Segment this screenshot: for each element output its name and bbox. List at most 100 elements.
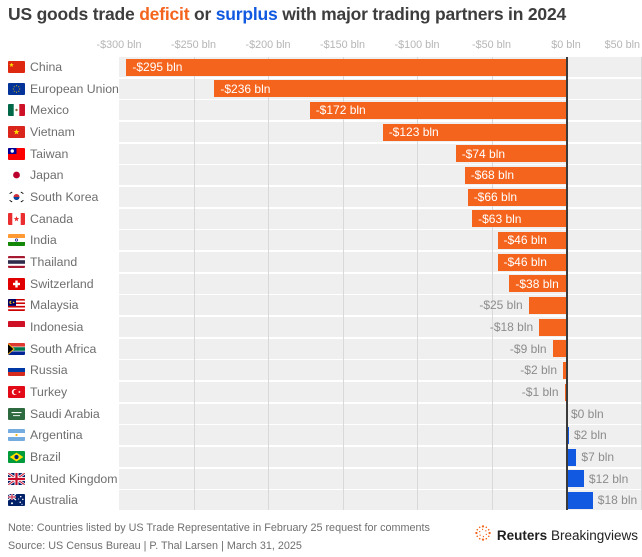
bar-value-label: -$68 bln xyxy=(470,168,515,183)
indonesia-flag-icon xyxy=(8,321,25,333)
deficit-bar xyxy=(528,296,567,314)
bar-value-label: -$38 bln xyxy=(515,276,559,291)
country-label: Australia xyxy=(30,493,78,508)
x-axis-tick-label: -$200 bln xyxy=(245,39,291,51)
row-band xyxy=(119,468,642,489)
country-label: Indonesia xyxy=(30,320,84,334)
surplus-bar xyxy=(566,470,584,488)
x-axis-tick-label: -$300 bln xyxy=(96,39,142,51)
india-flag-icon xyxy=(8,234,25,247)
deficit-bar xyxy=(464,166,566,184)
bar-value-label: -$46 bln xyxy=(503,255,547,269)
country-label: Malaysia xyxy=(30,298,79,313)
deficit-bar xyxy=(382,123,566,141)
surplus-bar xyxy=(566,491,593,509)
bar-value-label: -$9 bln xyxy=(509,341,547,356)
bar-value-label: -$18 bln xyxy=(489,320,534,334)
row-band xyxy=(119,403,642,424)
deficit-bar xyxy=(539,318,566,336)
bar-value-label: -$236 bln xyxy=(220,81,271,96)
x-axis-tick-label: -$250 bln xyxy=(170,39,217,51)
turkey-flag-icon xyxy=(8,386,25,399)
country-label: Mexico xyxy=(30,103,69,118)
country-label: Vietnam xyxy=(30,125,75,139)
country-label: Thailand xyxy=(30,255,78,269)
gridline xyxy=(491,57,493,511)
deficit-bar xyxy=(564,383,566,401)
row-band xyxy=(119,317,642,337)
deficit-bar xyxy=(509,275,566,293)
bar-value-label: -$123 bln xyxy=(388,125,439,139)
australia-flag-icon xyxy=(8,494,25,507)
south-africa-flag-icon xyxy=(8,342,25,355)
bar-value-label: -$74 bln xyxy=(461,146,506,161)
bar-value-label: -$295 bln xyxy=(132,60,183,74)
title-segment: with major trading partners in 2024 xyxy=(277,4,567,24)
surplus-bar xyxy=(566,426,569,444)
reuters-dotted-circle-icon xyxy=(474,524,492,547)
bar-value-label: $12 bln xyxy=(588,471,629,486)
x-axis-tick-label: -$50 bln xyxy=(471,39,512,51)
bar-value-label: -$25 bln xyxy=(479,298,523,313)
title-deficit-word: deficit xyxy=(139,4,190,24)
deficit-bar xyxy=(309,101,566,119)
deficit-bar xyxy=(552,340,566,358)
x-axis-tick-label: -$150 bln xyxy=(319,39,366,51)
deficit-bar xyxy=(126,58,566,76)
deficit-bar xyxy=(472,210,566,228)
bar-value-label: -$2 bln xyxy=(520,363,557,378)
country-label: South Korea xyxy=(30,190,99,204)
bar-value-label: -$172 bln xyxy=(315,103,366,118)
deficit-bar xyxy=(497,253,566,271)
bar-value-label: -$46 bln xyxy=(503,233,547,248)
vietnam-flag-icon xyxy=(8,126,25,138)
thailand-flag-icon xyxy=(8,256,25,268)
country-label: China xyxy=(30,60,63,74)
title-segment: or xyxy=(189,4,216,24)
bar-value-label: -$66 bln xyxy=(473,190,518,204)
japan-flag-icon xyxy=(8,169,25,182)
country-label: Canada xyxy=(30,211,74,226)
row-band xyxy=(119,295,642,316)
eu-flag-icon xyxy=(8,82,25,95)
saudi-arabia-flag-icon xyxy=(8,407,25,420)
uk-flag-icon xyxy=(8,472,25,485)
gridline xyxy=(417,57,418,511)
bar-value-label: $0 bln xyxy=(571,406,604,421)
reuters-breakingviews-logo: Reuters Breakingviews xyxy=(474,524,638,547)
country-label: India xyxy=(30,233,57,248)
china-flag-icon xyxy=(8,61,25,73)
argentina-flag-icon xyxy=(8,429,25,442)
title-surplus-word: surplus xyxy=(215,4,278,24)
x-axis-tick-label: $0 bln xyxy=(551,39,581,51)
country-label: Argentina xyxy=(30,428,83,443)
bar-value-label: -$1 bln xyxy=(521,385,559,400)
russia-flag-icon xyxy=(8,364,25,377)
deficit-bar xyxy=(455,145,566,163)
chart-source: Source: US Census Bureau | P. Thal Larse… xyxy=(8,540,302,552)
gridline xyxy=(640,57,642,511)
taiwan-flag-icon xyxy=(8,147,25,160)
title-segment: US goods trade xyxy=(8,4,140,24)
country-label: South Africa xyxy=(30,341,97,356)
brand-breakingviews-label: Breakingviews xyxy=(550,527,638,543)
country-label: Russia xyxy=(30,363,68,378)
row-band xyxy=(119,425,642,446)
row-band xyxy=(119,490,642,511)
x-axis-tick-label: $50 bln xyxy=(604,39,640,51)
gridline xyxy=(342,57,344,511)
country-label: United Kingdom xyxy=(30,471,118,486)
malaysia-flag-icon xyxy=(8,299,25,312)
chart-note: Note: Countries listed by US Trade Repre… xyxy=(8,522,430,534)
deficit-bar xyxy=(497,231,566,249)
row-band xyxy=(119,360,642,381)
country-label: European Union xyxy=(30,81,119,96)
gridline xyxy=(193,57,195,511)
row-band xyxy=(119,447,642,468)
brand-reuters-label: Reuters xyxy=(496,527,548,543)
row-band xyxy=(119,382,642,403)
deficit-bar xyxy=(563,361,566,379)
bar-value-label: $7 bln xyxy=(581,450,615,465)
bar-value-label: $2 bln xyxy=(574,428,607,443)
